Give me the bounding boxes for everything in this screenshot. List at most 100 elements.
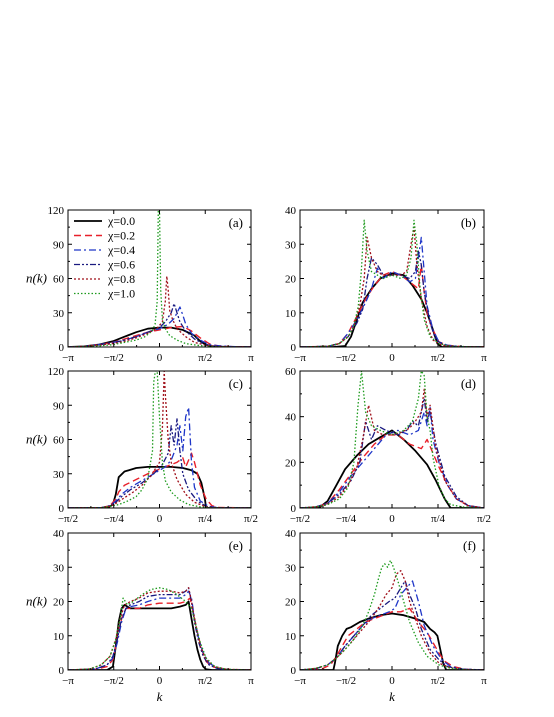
x-tick-label: 0 [157,352,163,364]
y-tick-label: 120 [48,205,65,217]
plot-frame [299,532,485,671]
legend-entry: χ=0.2 [107,229,135,243]
y-tick-label: 40 [53,528,65,540]
x-tick-label: −π [294,352,306,364]
y-tick-label: 60 [285,366,297,378]
y-tick-label: 30 [53,308,65,320]
x-tick-label: π [481,675,487,687]
x-tick-label: π/2 [431,675,445,687]
series-line-χ=0.4 [300,580,484,670]
y-tick-label: 40 [285,528,297,540]
plot-frame [67,532,252,671]
panel-label: (f) [463,538,476,553]
x-tick-label: 0 [389,513,395,525]
panel-c: −π/2 −π/4 0 π/4 π/2 0 30 60 90 120 (c) n(k) [26,366,258,525]
y-axis-label: n(k) [26,271,47,286]
series-line-χ=0.6 [68,418,251,508]
y-tick-label: 0 [291,342,297,354]
y-tick-label: 60 [53,435,65,447]
panel-label: (c) [229,376,243,391]
series-line-χ=0.8 [68,275,251,347]
series-line-χ=0.6 [300,580,484,670]
x-tick-label: π/2 [431,352,445,364]
y-tick-label: 20 [53,597,65,609]
y-tick-label: 20 [285,274,297,286]
y-tick-label: 90 [53,239,65,251]
series-line-χ=0.4 [300,406,484,508]
x-tick-label: −π/2 [336,675,356,687]
x-tick-label: −π/4 [336,513,357,525]
x-tick-label: π/4 [198,513,213,525]
x-tick-label: −π/2 [104,352,124,364]
x-tick-label: −π/2 [336,352,356,364]
x-tick-label: π [248,675,254,687]
series-line-χ=0.0 [300,429,484,508]
y-tick-label: 20 [285,457,297,469]
series-line-χ=0.6 [300,397,484,508]
y-tick-label: 90 [53,400,65,412]
series-line-χ=1.0 [300,559,484,670]
x-tick-label: π [248,352,254,364]
series-line-χ=0.2 [300,264,484,347]
series-line-χ=0.8 [68,371,251,508]
series-line-χ=1.0 [68,587,251,670]
series-line-χ=0.6 [68,302,251,347]
y-tick-label: 40 [285,205,297,217]
y-tick-label: 0 [59,342,65,354]
series-line-χ=0.0 [68,600,251,670]
series-line-χ=0.4 [300,236,484,347]
x-tick-label: −π/4 [104,513,125,525]
x-tick-label: −π [294,675,306,687]
x-tick-label: −π [62,675,74,687]
x-tick-label: π/4 [431,513,446,525]
series-line-χ=0.8 [300,226,484,347]
panel-label: (d) [461,376,476,391]
x-tick-label: 0 [157,675,163,687]
panel-a: −π −π/2 0 π/2 π0306090120(a)n(k)χ=0.0χ=0.2χ=… [26,205,254,364]
x-axis-label: k [389,689,395,704]
series-line-χ=0.0 [300,612,484,670]
series-line-χ=1.0 [68,371,251,508]
y-tick-label: 0 [59,665,65,677]
x-tick-label: −π [62,352,74,364]
y-tick-label: 120 [48,366,65,378]
x-tick-label: −π/2 [58,513,78,525]
series-line-χ=0.8 [300,570,484,670]
panel-label: (e) [229,538,243,553]
x-axis-label: k [157,689,163,704]
plot-frame [299,370,485,509]
x-tick-label: 0 [389,675,395,687]
legend-entry: χ=1.0 [107,287,135,301]
y-tick-label: 30 [53,562,65,574]
x-tick-label: 0 [157,513,163,525]
series-line-χ=1.0 [68,210,251,347]
x-tick-label: −π/2 [104,675,124,687]
legend-entry: χ=0.4 [107,243,135,257]
y-tick-label: 10 [285,631,297,643]
x-tick-label: −π/2 [290,513,310,525]
series-line-χ=0.0 [300,272,484,347]
series-line-χ=1.0 [300,371,484,508]
y-tick-label: 0 [291,665,297,677]
panel-f: −π −π/2 0 π/2 π 0 10 20 30 40 (f) k [285,528,487,704]
series-line-χ=0.6 [68,587,251,670]
x-tick-label: π/2 [198,675,212,687]
y-tick-label: 60 [53,274,65,286]
y-axis-label: n(k) [26,594,47,609]
panel-e: −π −π/2 0 π/2 π 0 10 20 30 40 (e) n(k) k [26,528,254,704]
x-tick-label: π [481,352,487,364]
series-line-χ=0.0 [68,466,251,508]
y-tick-label: 0 [291,503,297,515]
panel-label: (a) [229,215,243,230]
plot-frame [299,209,485,348]
legend-entry: χ=0.6 [107,258,135,272]
y-axis-label: n(k) [26,432,47,447]
y-tick-label: 30 [285,239,297,251]
series-line-χ=0.2 [300,607,484,670]
x-tick-label: π/2 [198,352,212,364]
legend-entry: χ=0.0 [107,214,135,228]
plot-frame [67,370,252,509]
x-tick-label: π/2 [477,513,491,525]
y-tick-label: 10 [285,308,297,320]
